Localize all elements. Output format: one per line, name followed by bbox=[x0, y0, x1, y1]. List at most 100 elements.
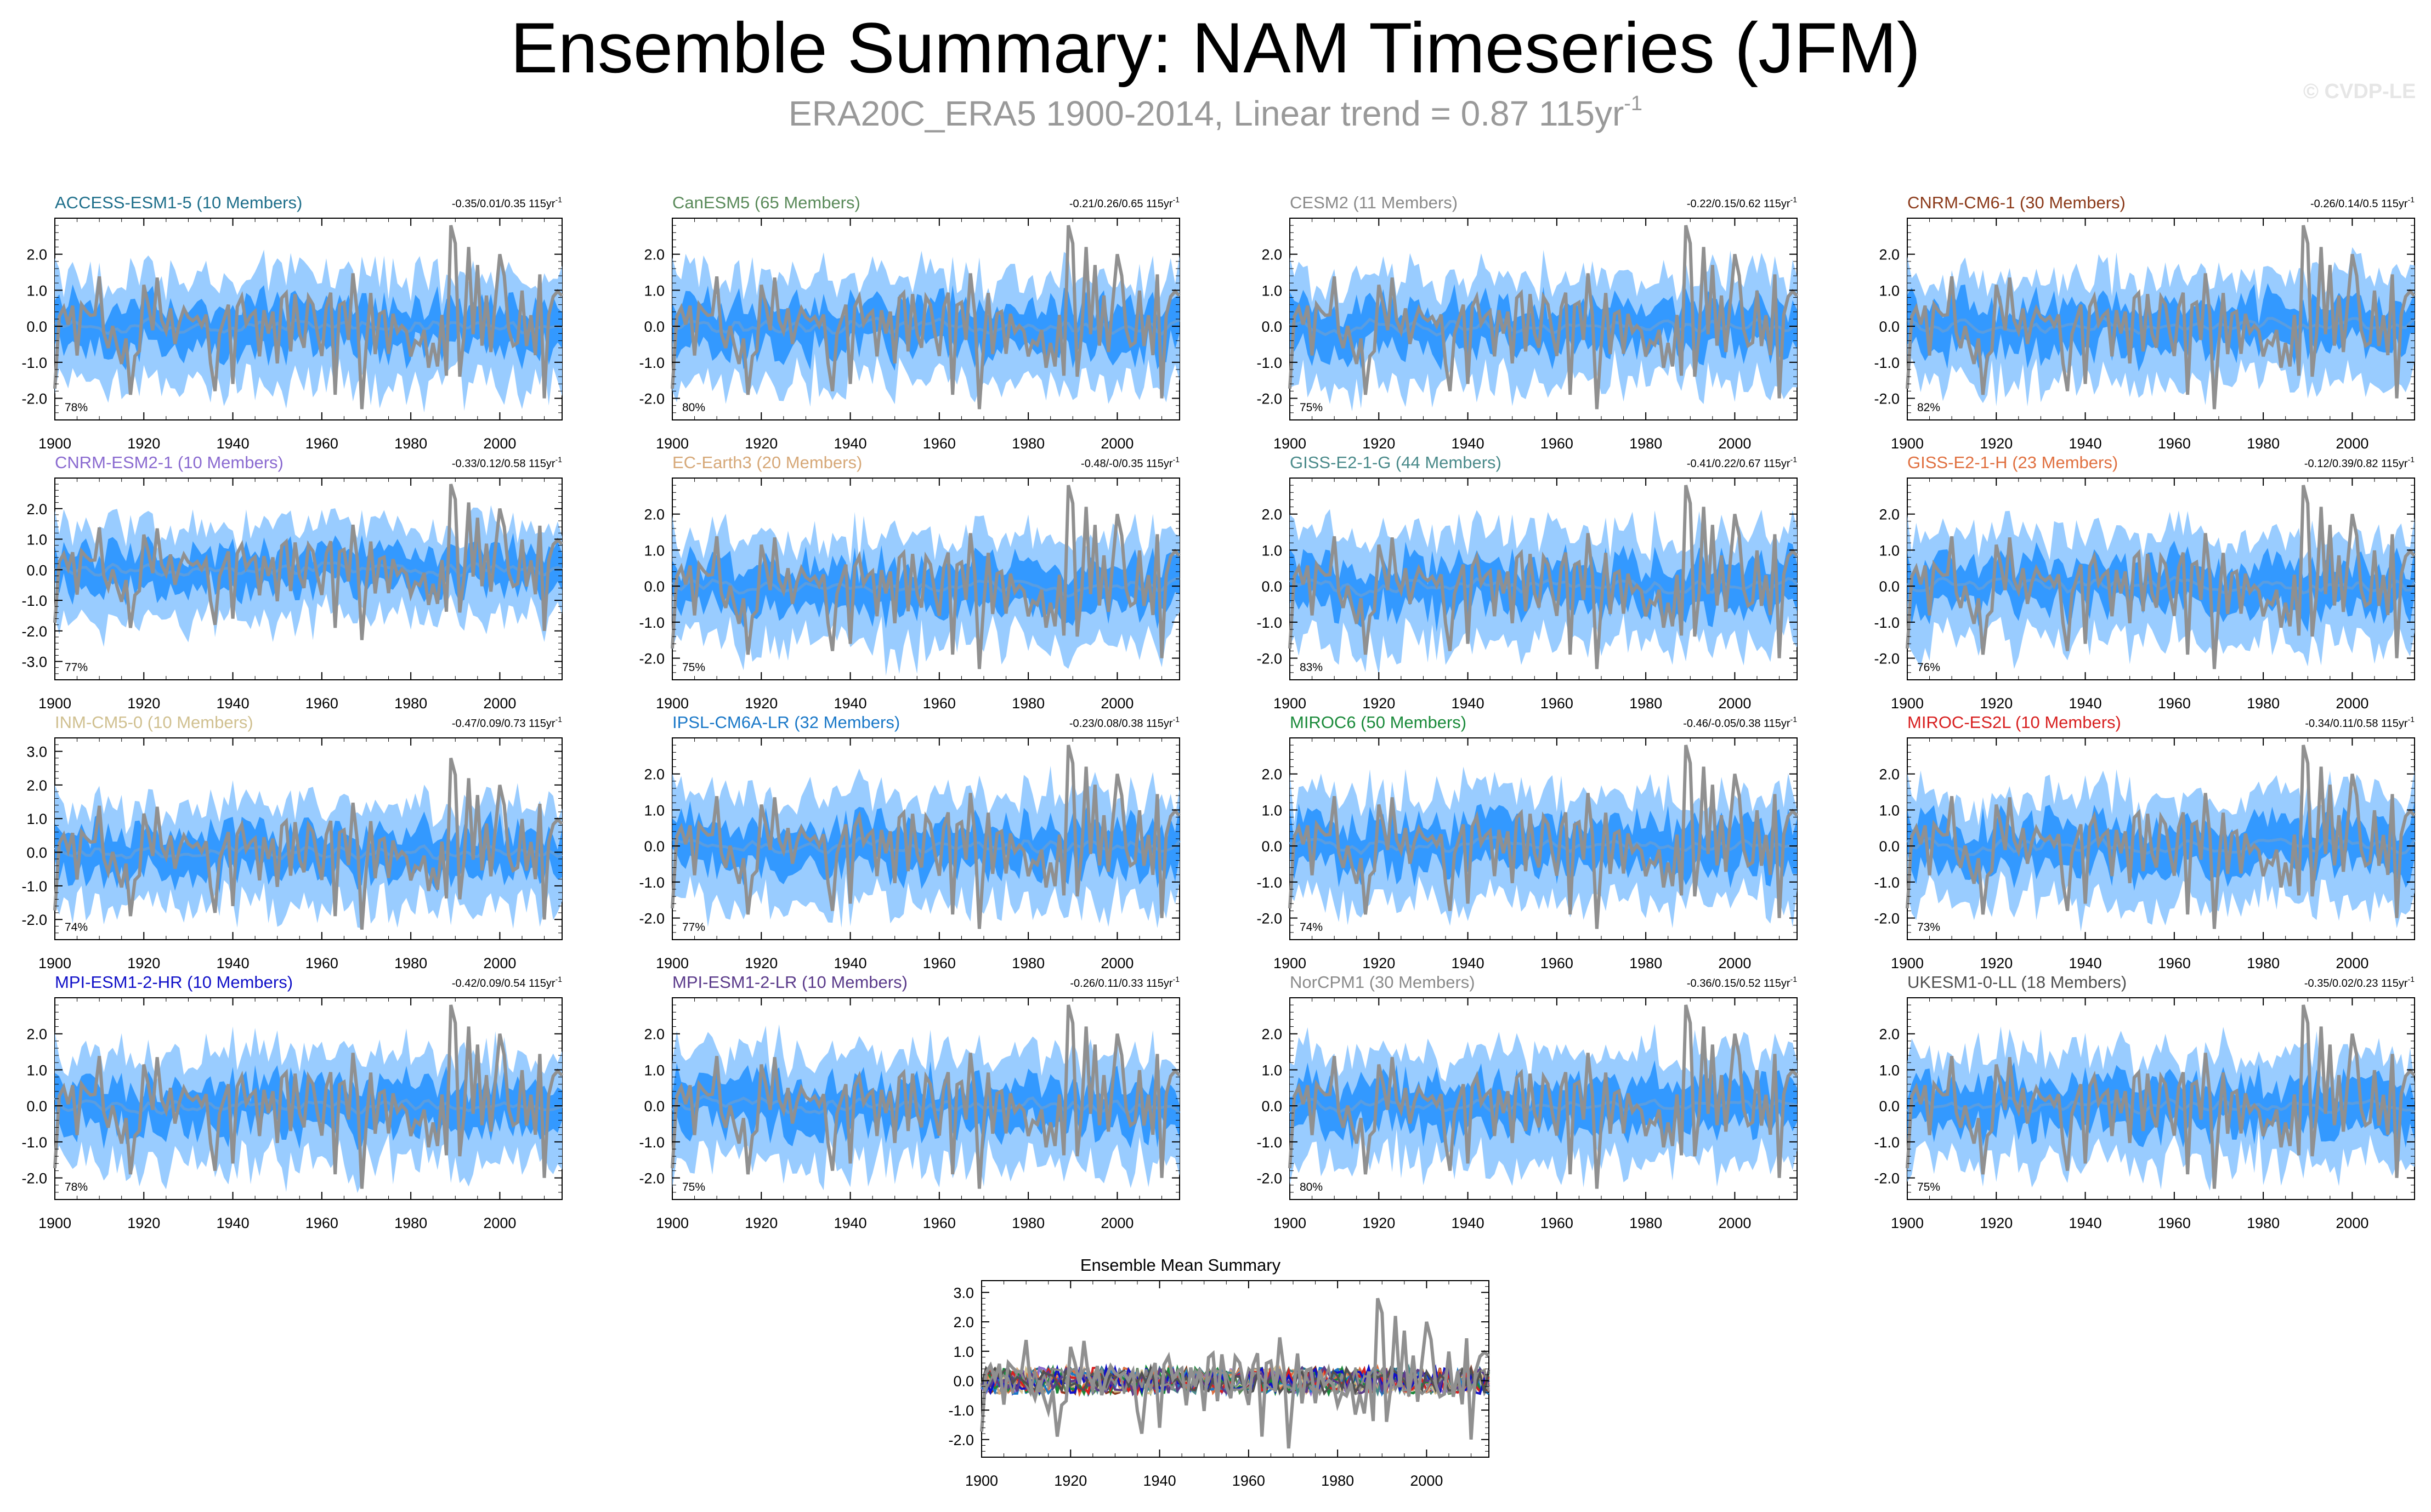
percent-label: 80% bbox=[682, 401, 705, 414]
panel-title: CESM2 (11 Members) bbox=[1290, 193, 1458, 212]
x-tick-label: 1920 bbox=[1362, 955, 1395, 971]
percent-label: 80% bbox=[1300, 1181, 1323, 1193]
observed-line bbox=[53, 225, 564, 410]
x-tick-label: 1960 bbox=[1540, 695, 1573, 712]
spread-band-inner bbox=[672, 800, 1180, 889]
x-tick-label: 1900 bbox=[656, 955, 689, 971]
y-tick-label: 2.0 bbox=[1879, 507, 1900, 523]
y-tick-label: -1.0 bbox=[1256, 615, 1282, 631]
x-tick-label: 1960 bbox=[923, 695, 956, 712]
trend-text: -0.34/0.11/0.58 115yr bbox=[2305, 718, 2408, 730]
y-tick-label: 1.0 bbox=[644, 542, 665, 559]
x-tick-label: 1980 bbox=[1629, 695, 1662, 712]
ensemble-mean-line bbox=[672, 837, 1181, 855]
trend-label: -0.26/0.11/0.33 115yr-1 bbox=[1070, 975, 1180, 990]
x-tick-label: 1980 bbox=[2247, 955, 2280, 971]
spread-band-inner bbox=[55, 284, 562, 371]
y-tick-label: 0.0 bbox=[1879, 1098, 1900, 1115]
x-tick-label: 1900 bbox=[1891, 435, 1924, 452]
x-tick-label: 1960 bbox=[305, 435, 338, 452]
percent-label: 75% bbox=[1300, 401, 1323, 414]
x-tick-label: 1900 bbox=[38, 695, 71, 712]
figure-title: Ensemble Summary: NAM Timeseries (JFM) bbox=[510, 8, 1921, 88]
x-tick-label: 2000 bbox=[1718, 435, 1751, 452]
y-tick-label: 1.0 bbox=[1879, 542, 1900, 559]
panel-title: GISS-E2-1-G (44 Members) bbox=[1290, 453, 1501, 472]
panel-ukesm1-0-ll-18-members-: 2.0 1.0 0.0 -1.0 -2.0 1900 1920 1940 1960 1980 200… bbox=[1874, 973, 2416, 1231]
x-tick-label: 1960 bbox=[305, 1215, 338, 1231]
y-tick-label: -2.0 bbox=[21, 391, 47, 407]
x-tick-label: 1960 bbox=[1540, 435, 1573, 452]
x-tick-label: 1940 bbox=[2069, 695, 2102, 712]
trend-exponent: -1 bbox=[2408, 975, 2415, 984]
y-tick-label: 2.0 bbox=[26, 1026, 47, 1043]
y-tick-label: 1.0 bbox=[26, 1062, 47, 1078]
y-tick-label: -1.0 bbox=[21, 355, 47, 371]
x-tick-label: 1920 bbox=[745, 695, 778, 712]
panel-giss-e2-1-g-44-members-: 2.0 1.0 0.0 -1.0 -2.0 1900 1920 1940 1960 1980 200… bbox=[1256, 453, 1799, 712]
y-tick-label: 2.0 bbox=[953, 1314, 974, 1331]
panel-title: MIROC-ES2L (10 Members) bbox=[1907, 713, 2121, 732]
x-tick-label: 1940 bbox=[834, 695, 867, 712]
x-tick-label: 1900 bbox=[656, 1215, 689, 1231]
x-tick-label: 1960 bbox=[923, 955, 956, 971]
y-tick-label: 3.0 bbox=[26, 744, 47, 760]
x-tick-label: 1940 bbox=[834, 1215, 867, 1231]
x-tick-label: 1920 bbox=[1362, 695, 1395, 712]
x-tick-label: 1960 bbox=[923, 1215, 956, 1231]
y-tick-label: -1.0 bbox=[21, 593, 47, 609]
x-tick-label: 1900 bbox=[656, 695, 689, 712]
x-tick-label: 1940 bbox=[1143, 1473, 1176, 1489]
y-tick-label: 1.0 bbox=[1879, 802, 1900, 818]
x-tick-label: 1960 bbox=[1540, 955, 1573, 971]
y-tick-label: 1.0 bbox=[1261, 282, 1282, 299]
trend-exponent: -1 bbox=[1173, 715, 1180, 724]
percent-label: 74% bbox=[1300, 921, 1323, 934]
observed-line bbox=[53, 758, 564, 930]
y-tick-label: 1.0 bbox=[26, 532, 47, 548]
trend-text: -0.36/0.15/0.52 115yr bbox=[1687, 977, 1790, 990]
trend-exponent: -1 bbox=[1790, 975, 1798, 984]
observed-line bbox=[53, 1004, 564, 1189]
x-tick-label: 1980 bbox=[1629, 435, 1662, 452]
y-tick-label: -2.0 bbox=[21, 1170, 47, 1187]
x-tick-label: 1920 bbox=[1980, 435, 2013, 452]
panel-title: CNRM-CM6-1 (30 Members) bbox=[1907, 193, 2126, 212]
observed-line bbox=[1288, 225, 1799, 410]
trend-label: -0.42/0.09/0.54 115yr-1 bbox=[452, 975, 562, 990]
x-tick-label: 1960 bbox=[2158, 1215, 2191, 1231]
y-tick-label: 2.0 bbox=[1879, 1026, 1900, 1043]
panel-cnrm-esm2-1-10-members-: 2.0 1.0 0.0 -1.0 -2.0 -3.0 1900 1920 1940 1960 198… bbox=[21, 453, 563, 712]
y-tick-label: -2.0 bbox=[1256, 911, 1282, 927]
trend-label: -0.22/0.15/0.62 115yr-1 bbox=[1687, 195, 1797, 210]
trend-label: -0.34/0.11/0.58 115yr-1 bbox=[2305, 715, 2415, 730]
trend-label: -0.35/0.01/0.35 115yr-1 bbox=[452, 195, 562, 210]
x-tick-label: 1940 bbox=[1452, 695, 1484, 712]
y-tick-label: -1.0 bbox=[639, 615, 665, 631]
y-tick-label: 1.0 bbox=[26, 811, 47, 827]
y-tick-label: 2.0 bbox=[1261, 766, 1282, 783]
percent-label: 83% bbox=[1300, 661, 1323, 674]
trend-exponent: -1 bbox=[1790, 455, 1798, 464]
x-tick-label: 1940 bbox=[217, 435, 250, 452]
trend-text: -0.46/-0.05/0.38 115yr bbox=[1683, 718, 1790, 730]
panel-title: CNRM-ESM2-1 (10 Members) bbox=[55, 453, 284, 472]
y-tick-label: 1.0 bbox=[644, 1062, 665, 1078]
panel-title: MIROC6 (50 Members) bbox=[1290, 713, 1466, 732]
x-tick-label: 1900 bbox=[38, 955, 71, 971]
percent-label: 75% bbox=[1917, 1181, 1940, 1193]
y-tick-label: 0.0 bbox=[1261, 838, 1282, 855]
spread-band-outer bbox=[55, 249, 562, 413]
trend-exponent: -1 bbox=[556, 715, 563, 724]
observed-line bbox=[671, 485, 1181, 669]
trend-text: -0.23/0.08/0.38 115yr bbox=[1069, 718, 1173, 730]
panel-title: NorCPM1 (30 Members) bbox=[1290, 973, 1475, 992]
panel-title: CanESM5 (65 Members) bbox=[672, 193, 860, 212]
spread-band-inner bbox=[1907, 801, 2415, 891]
x-tick-label: 1900 bbox=[1273, 955, 1306, 971]
trend-text: -0.21/0.26/0.65 115yr bbox=[1069, 198, 1173, 210]
figure-subtitle: ERA20C_ERA5 1900-2014, Linear trend = 0.… bbox=[0, 93, 2431, 131]
y-tick-label: 0.0 bbox=[1879, 578, 1900, 595]
y-tick-label: 1.0 bbox=[1261, 802, 1282, 818]
